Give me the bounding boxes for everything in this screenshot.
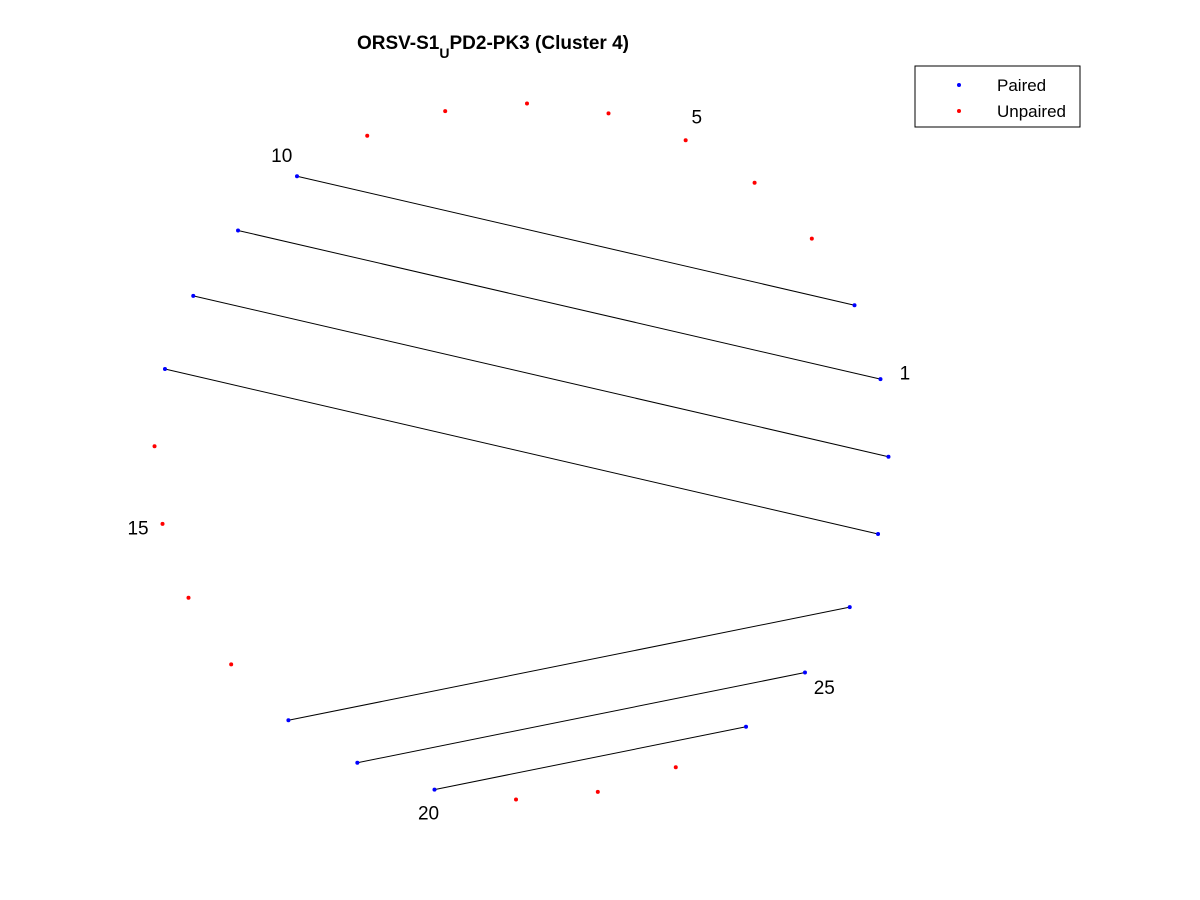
- legend-marker-unpaired: [957, 109, 961, 113]
- node-3-unpaired: [809, 236, 814, 241]
- title-prefix: ORSV-S1: [357, 33, 440, 54]
- node-25-paired: [802, 670, 807, 675]
- node-15-unpaired: [160, 521, 165, 526]
- node-label-25: 25: [814, 678, 835, 699]
- node-8-unpaired: [443, 109, 448, 114]
- node-22-unpaired: [595, 789, 600, 794]
- node-4-unpaired: [752, 180, 757, 185]
- node-7-unpaired: [524, 101, 529, 106]
- node-10-paired: [294, 174, 299, 179]
- node-21-unpaired: [514, 797, 519, 802]
- node-16-unpaired: [186, 595, 191, 600]
- pair-edges: [164, 175, 889, 791]
- pair-edge-19-25: [357, 672, 806, 764]
- pair-edge-18-26: [288, 606, 850, 721]
- pair-edge-12-28: [193, 295, 889, 458]
- node-23-unpaired: [673, 765, 678, 770]
- node-5-unpaired: [683, 138, 688, 143]
- node-28-paired: [886, 454, 891, 459]
- node-label-10: 10: [271, 146, 292, 167]
- node-label-20: 20: [418, 803, 439, 824]
- nodes: [152, 101, 891, 802]
- node-27-paired: [876, 532, 881, 537]
- node-9-unpaired: [365, 133, 370, 138]
- node-2-paired: [852, 303, 857, 308]
- pair-edge-10-30: [296, 175, 855, 306]
- legend-marker-paired: [957, 83, 961, 87]
- node-19-paired: [355, 760, 360, 765]
- node-1-paired: [878, 377, 883, 382]
- node-26-paired: [847, 605, 852, 610]
- title-subscript: U: [439, 45, 449, 61]
- legend-box: [914, 65, 1081, 128]
- node-20-paired: [432, 787, 437, 792]
- legend-label-paired: Paired: [997, 76, 1046, 95]
- figure-title: ORSV-S1UPD2-PK3 (Cluster 4): [357, 33, 629, 61]
- node-14-unpaired: [152, 444, 157, 449]
- node-13-paired: [162, 366, 167, 371]
- pair-edge-13-27: [164, 368, 879, 535]
- node-6-unpaired: [606, 111, 611, 116]
- legend: Paired Unpaired: [914, 65, 1081, 128]
- title-suffix: PD2-PK3 (Cluster 4): [450, 33, 630, 54]
- legend-label-unpaired: Unpaired: [997, 102, 1066, 121]
- node-24-paired: [744, 724, 749, 729]
- node-11-paired: [236, 228, 241, 233]
- node-17-unpaired: [229, 662, 234, 667]
- node-18-paired: [286, 718, 291, 723]
- node-12-paired: [191, 293, 196, 298]
- node-label-15: 15: [127, 519, 148, 540]
- node-label-1: 1: [900, 363, 911, 384]
- node-label-5: 5: [692, 107, 703, 128]
- pair-edge-20-24: [434, 726, 747, 791]
- pair-edge-11-29: [237, 229, 881, 380]
